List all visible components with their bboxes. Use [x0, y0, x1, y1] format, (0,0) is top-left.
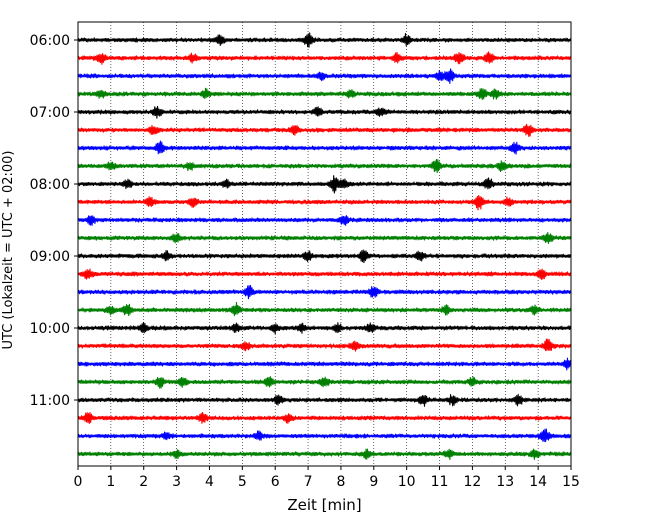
trace-1030	[77, 357, 572, 371]
trace-0600	[77, 32, 572, 48]
grid-lines	[110, 22, 539, 466]
y-tick-label: 07:00	[30, 105, 70, 121]
trace-0730	[77, 140, 572, 155]
x-tick-label: 2	[139, 474, 148, 490]
x-tick-label: 0	[74, 474, 83, 490]
y-axis-label: UTC (Lokalzeit = UTC + 02:00)	[1, 151, 16, 350]
x-tick-label: 1	[106, 474, 115, 490]
trace-0745	[77, 158, 572, 174]
trace-0945	[77, 301, 572, 317]
trace-0700	[77, 105, 572, 119]
trace-1130	[77, 428, 572, 443]
y-tick-label: 06:00	[30, 33, 70, 49]
trace-0815	[77, 194, 572, 211]
x-tick-label: 4	[205, 474, 214, 490]
x-tick-label: 15	[562, 474, 580, 490]
x-tick-label: 14	[529, 474, 547, 490]
trace-1100	[77, 393, 572, 407]
x-axis-label: Zeit [min]	[287, 496, 361, 514]
trace-1045	[77, 376, 572, 389]
plot-frame	[77, 21, 572, 467]
x-tick-label: 9	[369, 474, 378, 490]
trace-0715	[77, 123, 572, 138]
x-tick-label: 11	[431, 474, 449, 490]
trace-0915	[77, 268, 572, 280]
trace-0800	[77, 175, 572, 194]
trace-0900	[77, 249, 572, 264]
trace-1115	[77, 411, 572, 425]
x-tick-label: 10	[398, 474, 416, 490]
seismogram-traces	[77, 32, 572, 460]
x-tick-label: 5	[238, 474, 247, 490]
trace-1145	[77, 448, 572, 460]
y-tick-label: 10:00	[30, 321, 70, 337]
trace-1015	[77, 338, 572, 352]
trace-0930	[77, 285, 572, 300]
trace-0630	[77, 68, 572, 84]
trace-0645	[77, 87, 572, 101]
x-axis-ticks: 0 1 2 3 4 5 6 7 8 9 10 11 12 13 14 15	[74, 466, 580, 490]
y-tick-label: 08:00	[30, 177, 70, 193]
y-tick-label: 09:00	[30, 249, 70, 265]
x-tick-label: 13	[496, 474, 514, 490]
trace-0830	[77, 215, 572, 226]
x-tick-label: 12	[463, 474, 481, 490]
x-tick-label: 6	[271, 474, 280, 490]
x-tick-label: 7	[304, 474, 313, 490]
x-tick-label: 8	[336, 474, 345, 490]
trace-0845	[77, 231, 572, 245]
trace-1000	[77, 321, 572, 335]
y-tick-label: 11:00	[30, 393, 70, 409]
trace-0615	[77, 51, 572, 65]
y-axis-ticks: 06:00 07:00 08:00 09:00 10:00 11:00	[30, 33, 78, 409]
x-tick-label: 3	[172, 474, 181, 490]
